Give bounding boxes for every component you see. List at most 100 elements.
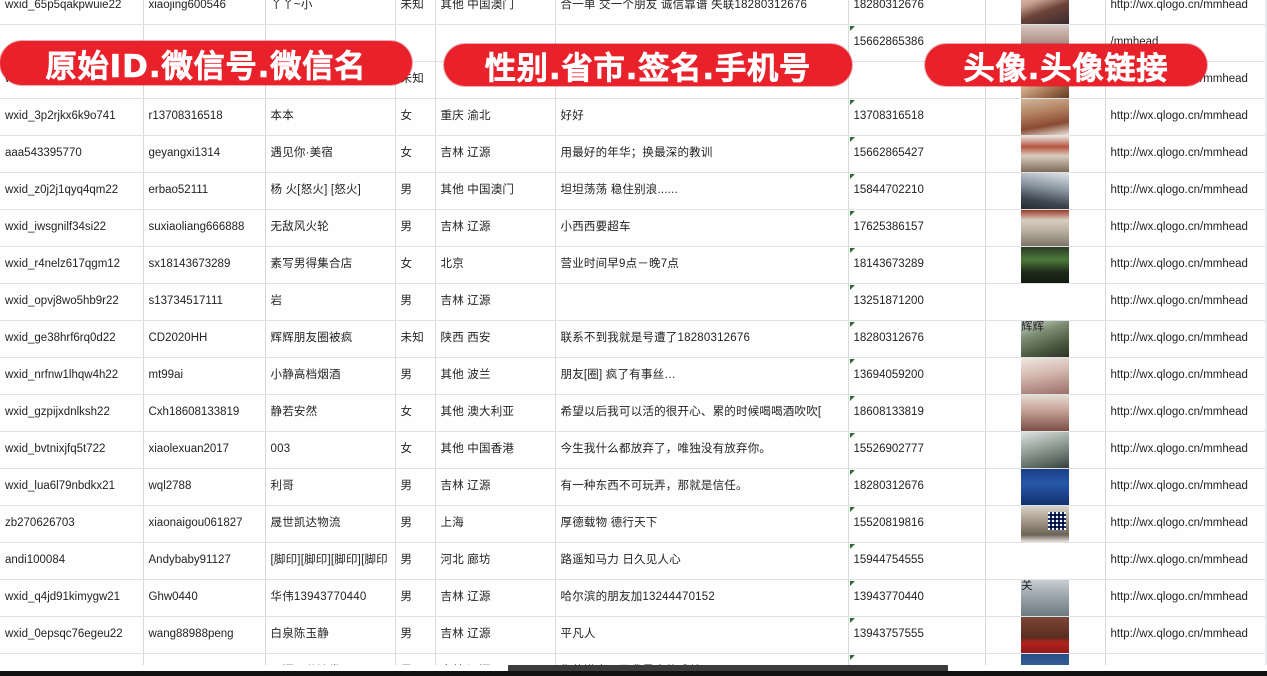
cell-origin-id[interactable]: andi100084	[0, 542, 144, 580]
cell-signature[interactable]: 好好	[555, 98, 849, 136]
cell-wechat-id[interactable]: wang88988peng	[143, 616, 266, 654]
cell-origin-id[interactable]: wxid_0epsqc76egeu22	[0, 616, 144, 654]
cell-wechat-name[interactable]: 丫丫~小	[265, 0, 396, 25]
cell-avatar[interactable]	[985, 135, 1106, 173]
cell-avatar[interactable]	[985, 542, 1106, 580]
cell-region[interactable]: 其他 澳大利亚	[435, 394, 556, 432]
cell-avatar-url[interactable]: http://wx.qlogo.cn/mmhead	[1105, 431, 1267, 469]
cell-wechat-name[interactable]: 利哥	[265, 468, 396, 506]
cell-wechat-name[interactable]: 岩	[265, 283, 396, 321]
cell-region[interactable]: 吉林 辽源	[435, 283, 556, 321]
cell-wechat-id[interactable]: Cxh18608133819	[143, 394, 266, 432]
table-row[interactable]: wxid_iwsgnilf34si22 suxiaoliang666888 无敌风火…	[0, 209, 1267, 247]
table-row[interactable]: wxid_z0j2j1qyq4qm22 erbao52111 杨 火[怒火] [怒火…	[0, 172, 1267, 210]
cell-gender[interactable]: 女	[395, 394, 436, 432]
cell-wechat-name[interactable]: 本本	[265, 98, 396, 136]
cell-wechat-name[interactable]: 静若安然	[265, 394, 396, 432]
cell-wechat-name[interactable]: 无敌风火轮	[265, 209, 396, 247]
table-row[interactable]: zb270626703 xiaonaigou061827 晟世凯达物流男上海 厚德载物…	[0, 505, 1267, 543]
cell-wechat-name[interactable]: 晟世凯达物流	[265, 505, 396, 543]
cell-avatar-url[interactable]: http://wx.qlogo.cn/mmhead	[1105, 357, 1267, 395]
cell-avatar-url[interactable]: http://wx.qlogo.cn/mmhead	[1105, 0, 1267, 25]
table-row[interactable]: aaa543395770 geyangxi1314 遇见你·美宿女吉林 辽源 用最好的…	[0, 135, 1267, 173]
cell-wechat-id[interactable]: CD2020HH	[143, 320, 266, 358]
cell-wechat-id[interactable]: geyangxi1314	[143, 135, 266, 173]
cell-avatar-url[interactable]: http://wx.qlogo.cn/mmhead	[1105, 98, 1267, 136]
cell-region[interactable]: 吉林 辽源	[435, 579, 556, 617]
cell-gender[interactable]: 男	[395, 505, 436, 543]
cell-region[interactable]: 重庆 渝北	[435, 98, 556, 136]
cell-region[interactable]: 吉林 辽源	[435, 616, 556, 654]
cell-avatar[interactable]	[985, 357, 1106, 395]
table-row[interactable]: wxid_q4jd91kimygw21 Ghw0440 华伟13943770440 男…	[0, 579, 1267, 617]
cell-region[interactable]: 上海	[435, 505, 556, 543]
cell-avatar[interactable]	[985, 0, 1106, 25]
cell-wechat-id[interactable]: sx18143673289	[143, 246, 266, 284]
cell-wechat-id[interactable]: Ghw0440	[143, 579, 266, 617]
table-row[interactable]: wxid_nrfnw1lhqw4h22 mt99ai 小静高档烟酒男其他 波兰 朋友[…	[0, 357, 1267, 395]
horizontal-scrollbar-thumb[interactable]	[508, 665, 948, 676]
cell-wechat-id[interactable]: xiaolexuan2017	[143, 431, 266, 469]
cell-region[interactable]: 其他 中国香港	[435, 431, 556, 469]
cell-avatar[interactable]	[985, 616, 1106, 654]
cell-wechat-name[interactable]: 华伟13943770440	[265, 579, 396, 617]
cell-gender[interactable]: 男	[395, 209, 436, 247]
cell-gender[interactable]: 女	[395, 135, 436, 173]
cell-wechat-id[interactable]: mt99ai	[143, 357, 266, 395]
table-row[interactable]: wxid_opvj8wo5hb9r22 s13734517111 岩男吉林 辽源 13…	[0, 283, 1267, 321]
cell-signature[interactable]: 平凡人	[555, 616, 849, 654]
cell-phone[interactable]: 18143673289	[848, 246, 986, 284]
cell-gender[interactable]: 男	[395, 357, 436, 395]
cell-origin-id[interactable]: wxid_lua6l79nbdkx21	[0, 468, 144, 506]
table-row[interactable]: wxid_65p5qakpwuie22 xiaojing600546 丫丫~小 未知其…	[0, 0, 1267, 25]
cell-origin-id[interactable]: zb270626703	[0, 505, 144, 543]
cell-avatar-url[interactable]: http://wx.qlogo.cn/mmhead	[1105, 468, 1267, 506]
cell-phone[interactable]: 13251871200	[848, 283, 986, 321]
cell-avatar-url[interactable]: http://wx.qlogo.cn/mmhead	[1105, 579, 1267, 617]
cell-gender[interactable]: 男	[395, 616, 436, 654]
cell-signature[interactable]: 小西西要超车	[555, 209, 849, 247]
cell-avatar-url[interactable]: http://wx.qlogo.cn/mmhead	[1105, 209, 1267, 247]
table-row[interactable]: wxid_lua6l79nbdkx21 wql2788 利哥男吉林 辽源 有一种东西不…	[0, 468, 1267, 506]
cell-region[interactable]: 河北 廊坊	[435, 542, 556, 580]
cell-gender[interactable]: 未知	[395, 320, 436, 358]
cell-signature[interactable]: 厚德载物 德行天下	[555, 505, 849, 543]
cell-wechat-id[interactable]: xiaojing600546	[143, 0, 266, 25]
cell-avatar-url[interactable]: http://wx.qlogo.cn/mmhead	[1105, 616, 1267, 654]
table-row[interactable]: wxid_3p2rjkx6k9o741 r13708316518 本本女重庆 渝北好…	[0, 98, 1267, 136]
cell-wechat-id[interactable]: s13734517111	[143, 283, 266, 321]
table-row[interactable]: wxid_gzpijxdnlksh22 Cxh18608133819 静若安然女其他…	[0, 394, 1267, 432]
cell-avatar-url[interactable]: http://wx.qlogo.cn/mmhead	[1105, 135, 1267, 173]
cell-gender[interactable]: 男	[395, 542, 436, 580]
cell-avatar-url[interactable]: http://wx.qlogo.cn/mmhead	[1105, 283, 1267, 321]
cell-avatar-url[interactable]: http://wx.qlogo.cn/mmhead	[1105, 542, 1267, 580]
cell-avatar[interactable]: 辉辉	[985, 320, 1106, 358]
cell-origin-id[interactable]: wxid_opvj8wo5hb9r22	[0, 283, 144, 321]
cell-signature[interactable]: 哈尔滨的朋友加13244470152	[555, 579, 849, 617]
cell-origin-id[interactable]: wxid_ge38hrf6rq0d22	[0, 320, 144, 358]
cell-wechat-name[interactable]: 素写男得集合店	[265, 246, 396, 284]
cell-avatar[interactable]	[985, 283, 1106, 321]
cell-avatar[interactable]	[985, 394, 1106, 432]
cell-avatar[interactable]	[985, 505, 1106, 543]
cell-avatar[interactable]	[985, 209, 1106, 247]
cell-gender[interactable]: 男	[395, 283, 436, 321]
cell-wechat-name[interactable]: 003	[265, 431, 396, 469]
cell-origin-id[interactable]: wxid_nrfnw1lhqw4h22	[0, 357, 144, 395]
cell-avatar[interactable]	[985, 98, 1106, 136]
cell-signature[interactable]	[555, 283, 849, 321]
cell-phone[interactable]: 15662865427	[848, 135, 986, 173]
cell-avatar[interactable]	[985, 468, 1106, 506]
cell-signature[interactable]: 有一种东西不可玩弄，那就是信任。	[555, 468, 849, 506]
cell-signature[interactable]: 路遥知马力 日久见人心	[555, 542, 849, 580]
cell-phone[interactable]: 17625386157	[848, 209, 986, 247]
cell-phone[interactable]: 15526902777	[848, 431, 986, 469]
cell-gender[interactable]: 未知	[395, 0, 436, 25]
cell-avatar-url[interactable]: http://wx.qlogo.cn/mmhead	[1105, 246, 1267, 284]
table-row[interactable]: wxid_r4nelz617qgm12 sx18143673289 素写男得集合店女…	[0, 246, 1267, 284]
cell-region[interactable]: 其他 中国澳门	[435, 172, 556, 210]
cell-phone[interactable]	[848, 61, 986, 99]
